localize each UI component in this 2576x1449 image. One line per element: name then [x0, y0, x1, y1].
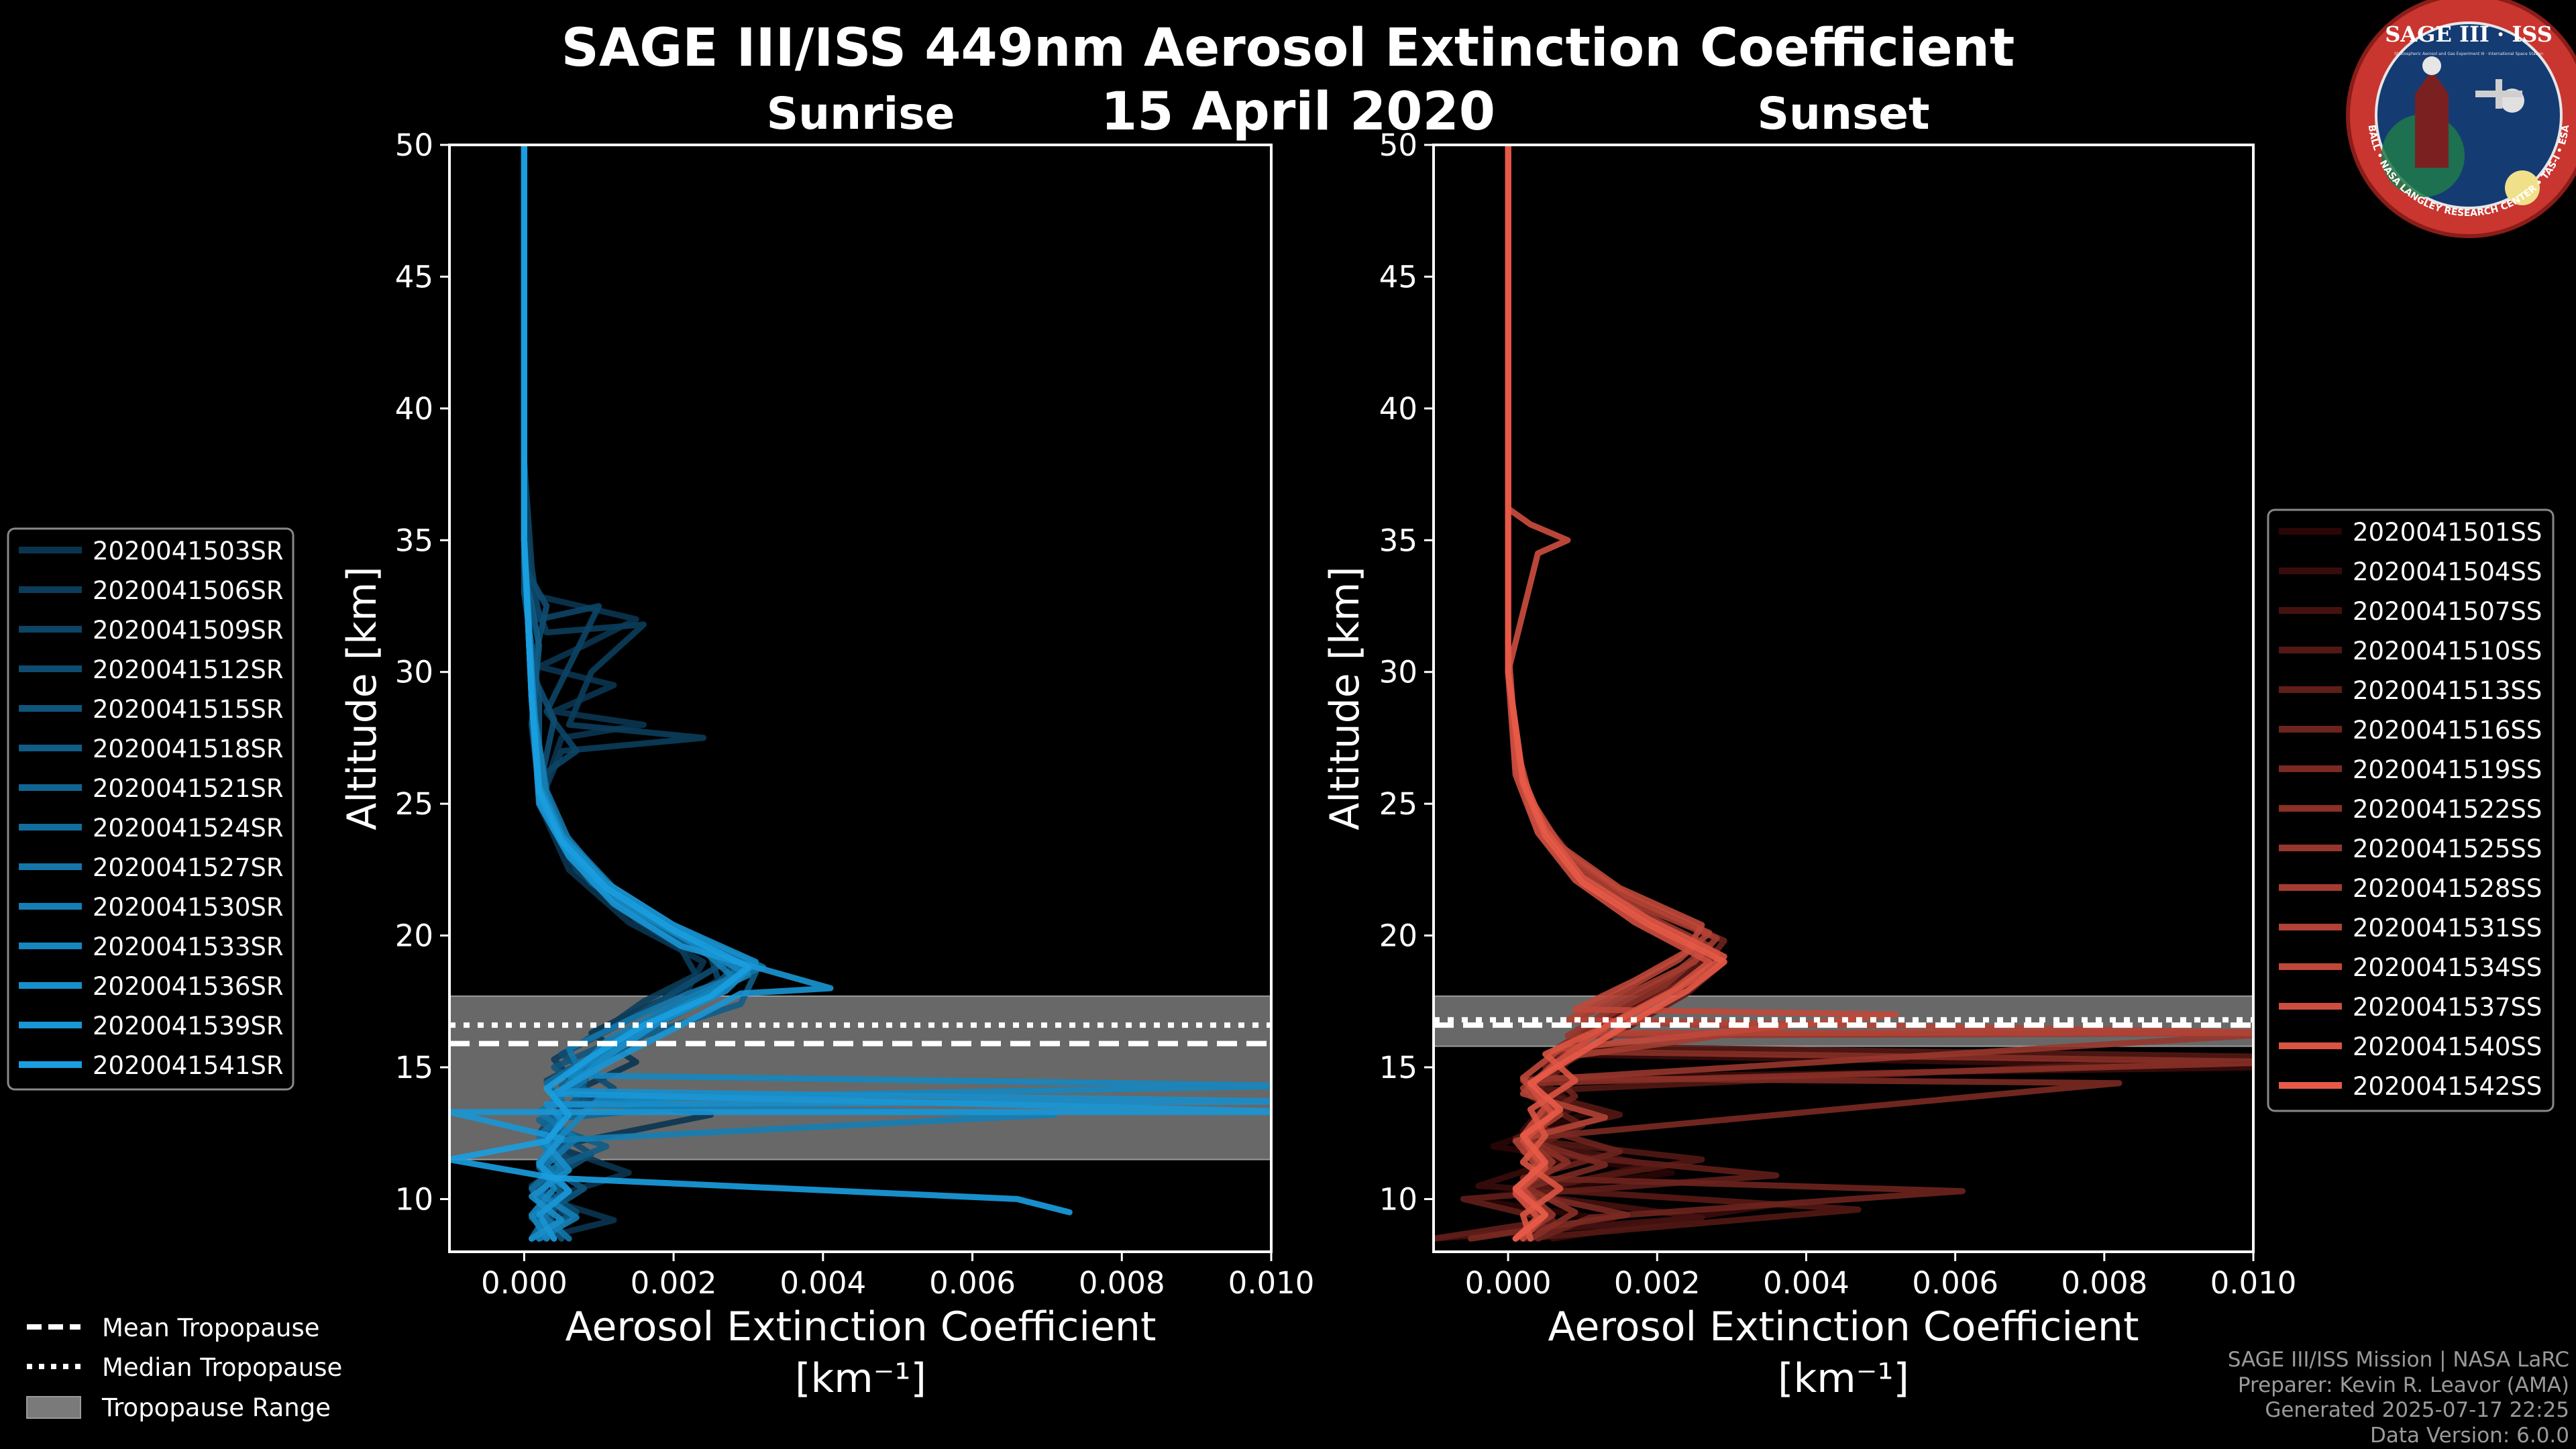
sunrise-x-tick-label: 0.000 [481, 1265, 568, 1301]
median-tropopause-label: Median Tropopause [102, 1353, 342, 1382]
sunrise-y-tick-label: 15 [395, 1050, 433, 1085]
sunrise-legend-label: 2020041512SR [93, 655, 284, 684]
sunrise-legend-label: 2020041524SR [93, 814, 284, 843]
sunrise-plot-frame [448, 144, 1273, 1253]
sunset-profiles [1434, 145, 2253, 1242]
sunrise-x-axis-unit: [km⁻¹] [795, 1355, 926, 1402]
sunrise-y-axis-label: Altitude [km] [339, 566, 386, 830]
sunrise-y-tick-label: 50 [395, 127, 433, 163]
sunrise-y-tick-label: 30 [395, 655, 433, 690]
sunset-legend-label: 2020041525SS [2353, 835, 2542, 863]
sunset-y-tick-label: 25 [1379, 786, 1417, 822]
sunset-x-axis-unit: [km⁻¹] [1778, 1355, 1909, 1402]
sunrise-profile-2020041539SR [449, 145, 1271, 1242]
sunrise-x-tick-label: 0.006 [929, 1265, 1016, 1301]
sunset-y-tick-label: 45 [1379, 259, 1417, 294]
sunset-legend-label: 2020041531SS [2353, 914, 2542, 943]
sunset-legend-label: 2020041528SS [2353, 874, 2542, 903]
footer-mission: SAGE III/ISS Mission | NASA LaRC [2228, 1348, 2569, 1372]
sunset-panel-title: Sunset [1757, 88, 1929, 140]
sunrise-legend-box [7, 527, 294, 1091]
sage-iii-iss-logo: SAGE III · ISS Stratospheric Aerosol and… [2346, 0, 2576, 238]
sunrise-panel-title: Sunrise [767, 88, 955, 140]
sunset-x-tick-label: 0.002 [1614, 1265, 1701, 1301]
sunrise-legend-label: 2020041541SR [93, 1051, 284, 1080]
sunset-legend-label: 2020041540SS [2353, 1032, 2542, 1061]
sunset-y-tick-label: 50 [1379, 127, 1417, 163]
footer-generated: Generated 2025-07-17 22:25 [2265, 1398, 2569, 1422]
sunset-legend: 2020041501SS 2020041504SS 2020041507SS 2020… [2267, 508, 2555, 1112]
sunrise-y-tick-label: 40 [395, 391, 433, 427]
sunset-legend-label: 2020041504SS [2353, 557, 2542, 586]
sunset-legend-label: 2020041534SS [2353, 953, 2542, 982]
sunset-y-axis-label: Altitude [km] [1322, 566, 1368, 830]
sunrise-legend-label: 2020041527SR [93, 853, 284, 882]
tropopause-lines [449, 1022, 1271, 1046]
sunset-x-tick-label: 0.004 [1763, 1265, 1849, 1301]
sunset-legend-label: 2020041522SS [2353, 795, 2542, 824]
sunrise-x-tick-label: 0.008 [1079, 1265, 1165, 1301]
logo-inner-text: Stratospheric Aerosol and Gas Experiment… [2394, 52, 2543, 56]
sunset-y-tick-label: 30 [1379, 655, 1417, 690]
sunset-plot-frame [1432, 144, 2255, 1253]
sunset-legend-label: 2020041510SS [2353, 637, 2542, 665]
sunrise-legend: 2020041503SR 2020041506SR 2020041509SR 2020… [7, 527, 294, 1091]
sunrise-y-tick-label: 25 [395, 786, 433, 822]
sunset-legend-label: 2020041501SS [2353, 518, 2542, 547]
sunset-x-tick-label: 0.000 [1465, 1265, 1552, 1301]
sunrise-x-tick-label: 0.002 [631, 1265, 717, 1301]
sunrise-y-tick-label: 45 [395, 259, 433, 294]
logo-top-text: SAGE III · ISS [2385, 21, 2553, 47]
sunset-legend-label: 2020041537SS [2353, 993, 2542, 1022]
sunset-axis-ticks: 10 15 20 25 30 35 40 45 50 0.000 0.002 0.004 0.006 0.… [1379, 127, 2297, 1301]
sunrise-legend-label: 2020041521SR [93, 774, 284, 803]
footer-preparer: Preparer: Kevin R. Leavor (AMA) [2238, 1373, 2569, 1397]
mean-tropopause-label: Mean Tropopause [102, 1313, 320, 1342]
sunrise-legend-label: 2020041515SR [93, 695, 284, 724]
sunset-legend-label: 2020041516SS [2353, 716, 2542, 745]
sunrise-legend-label: 2020041518SR [93, 735, 284, 763]
sunrise-x-axis-label: Aerosol Extinction Coefficient [566, 1303, 1157, 1350]
tropopause-range-label: Tropopause Range [101, 1393, 331, 1422]
sunset-y-tick-label: 15 [1379, 1050, 1417, 1085]
tropopause-legend: Mean Tropopause Median Tropopause Tropop… [26, 1313, 342, 1422]
sunset-x-tick-label: 0.008 [2061, 1265, 2147, 1301]
figure-date: 15 April 2020 [1101, 82, 1495, 142]
sunrise-profile-2020041541SR [449, 145, 1073, 1216]
figure-title: SAGE III/ISS 449nm Aerosol Extinction Co… [561, 18, 2015, 78]
sunrise-plot: 10 15 20 25 30 35 40 45 50 0.000 0.002 0.004 0.006 0.… [339, 127, 1314, 1402]
sunrise-legend-label: 2020041506SR [93, 576, 284, 605]
sunrise-legend-label: 2020041539SR [93, 1012, 284, 1040]
sunrise-legend-label: 2020041509SR [93, 616, 284, 645]
sunrise-y-tick-label: 20 [395, 918, 433, 954]
tropopause-lines [1434, 1017, 2253, 1028]
sunset-legend-label: 2020041519SS [2353, 755, 2542, 784]
sunset-x-axis-label: Aerosol Extinction Coefficient [1548, 1303, 2139, 1350]
sunrise-x-tick-label: 0.004 [780, 1265, 866, 1301]
sunset-legend-box [2267, 508, 2555, 1112]
sunset-y-tick-label: 35 [1379, 523, 1417, 558]
sunset-profile-2020041537SS [1505, 145, 1713, 1242]
sunrise-legend-label: 2020041530SR [93, 893, 284, 922]
sunset-y-tick-label: 10 [1379, 1181, 1417, 1217]
sunset-legend-label: 2020041507SS [2353, 597, 2542, 626]
sunrise-legend-label: 2020041503SR [93, 537, 284, 566]
sunrise-legend-label: 2020041536SR [93, 972, 284, 1001]
sunrise-y-tick-label: 35 [395, 523, 433, 558]
sunset-legend-label: 2020041513SS [2353, 676, 2542, 705]
sunrise-legend-label: 2020041533SR [93, 932, 284, 961]
sunset-legend-label: 2020041542SS [2353, 1072, 2542, 1101]
sunrise-y-tick-label: 10 [395, 1181, 433, 1217]
sunrise-x-tick-label: 0.010 [1228, 1265, 1315, 1301]
sunrise-axis-ticks: 10 15 20 25 30 35 40 45 50 0.000 0.002 0.004 0.006 0.… [395, 127, 1315, 1301]
tropopause-range-swatch [26, 1396, 81, 1419]
sunset-plot: 10 15 20 25 30 35 40 45 50 0.000 0.002 0.004 0.006 0.… [1322, 127, 2296, 1402]
sunset-x-tick-label: 0.006 [1912, 1265, 1998, 1301]
sunset-y-tick-label: 20 [1379, 918, 1417, 954]
sunset-x-tick-label: 0.010 [2210, 1265, 2297, 1301]
footer-version: Data Version: 6.0.0 [2370, 1424, 2569, 1448]
sunset-y-tick-label: 40 [1379, 391, 1417, 427]
footer: SAGE III/ISS Mission | NASA LaRC Prepare… [2228, 1348, 2569, 1448]
